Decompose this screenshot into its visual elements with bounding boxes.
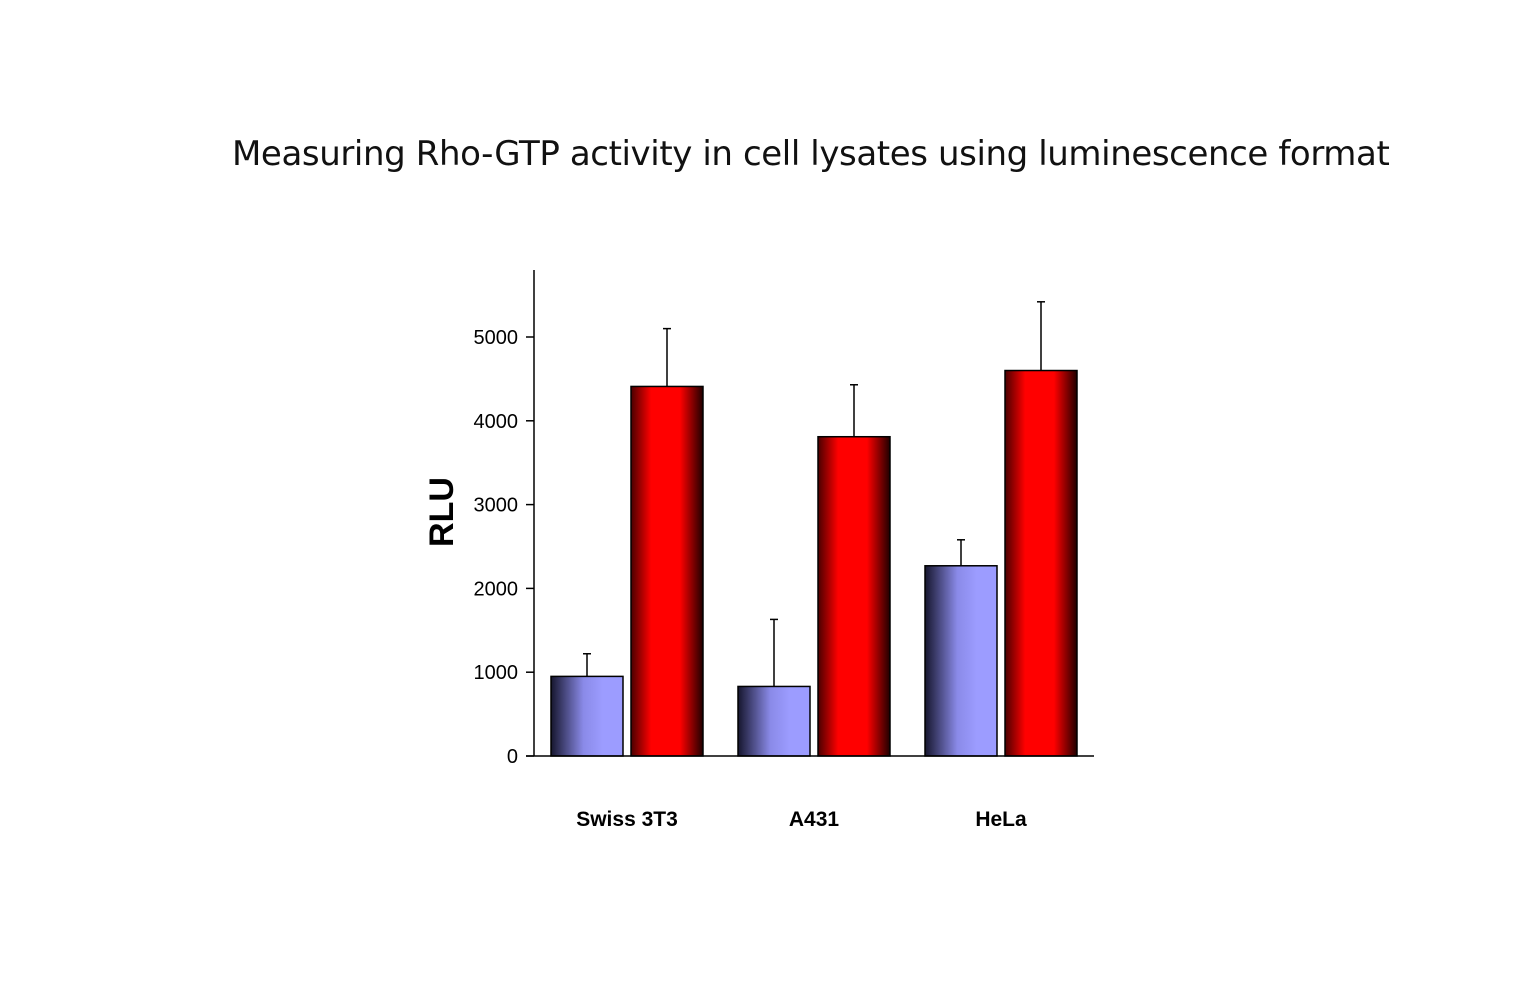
- bar-blue: [737, 685, 811, 757]
- x-tick-label: Swiss 3T3: [576, 808, 678, 831]
- bar-red: [817, 435, 891, 757]
- y-axis-title: RLU: [423, 477, 461, 547]
- bar-red: [1004, 369, 1078, 757]
- bar-blue: [924, 565, 998, 757]
- x-tick-label: A431: [789, 808, 840, 831]
- y-tick-label: 2000: [474, 578, 519, 600]
- y-tick-label: 1000: [474, 662, 519, 684]
- y-tick-label: 5000: [474, 327, 519, 349]
- y-tick-label: 0: [507, 746, 518, 768]
- x-axis: Swiss 3T3 A431 HeLa: [526, 755, 1094, 831]
- bars: [550, 301, 1078, 757]
- page-title: Measuring Rho-GTP activity in cell lysat…: [232, 134, 1390, 174]
- y-tick-label: 4000: [474, 411, 519, 433]
- y-axis: 0 1000 2000 3000 4000 5000: [474, 270, 535, 768]
- x-tick-label: HeLa: [975, 808, 1027, 831]
- bar-blue: [550, 675, 624, 757]
- y-tick-label: 3000: [474, 495, 519, 517]
- bar-red: [630, 385, 704, 757]
